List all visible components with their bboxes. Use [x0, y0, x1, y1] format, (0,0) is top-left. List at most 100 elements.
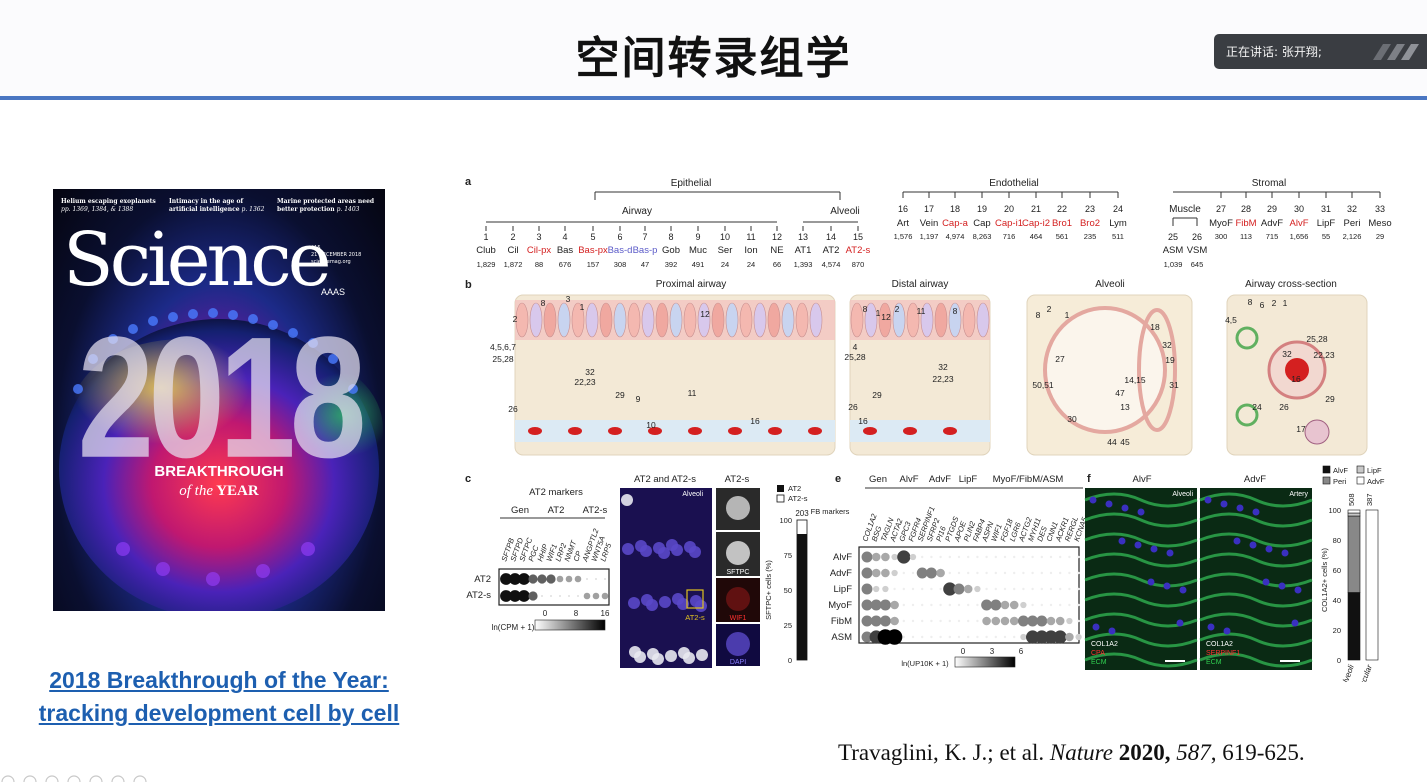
dotplot-dot — [1040, 603, 1043, 607]
epithelial-cell — [683, 302, 697, 338]
schematic-number: 27 — [1055, 354, 1065, 364]
dotplot-dot — [963, 584, 973, 594]
nucleus — [1223, 627, 1231, 635]
nucleus — [1249, 541, 1257, 549]
red-blood-cell — [808, 427, 822, 435]
dotplot-dot — [893, 587, 896, 591]
epithelial-cell — [641, 302, 655, 338]
dotplot-dot — [967, 619, 970, 623]
cell-count: 491 — [692, 260, 705, 269]
dotplot-dot — [601, 592, 609, 600]
epithelial-cell — [515, 302, 529, 338]
stained-cell — [665, 650, 677, 662]
bar-tick: 0 — [1337, 656, 1341, 665]
stain-label: COL1A2 — [1091, 641, 1118, 648]
stained-cell — [672, 593, 684, 605]
dotplot-dot — [939, 619, 942, 623]
cover-publisher: AAAS — [321, 287, 346, 297]
schematic-number: 11 — [688, 388, 697, 398]
schematic-title: Distal airway — [892, 279, 949, 290]
panel-label: c — [465, 473, 471, 485]
group-label: AdvF — [929, 474, 951, 485]
dotplot-dot — [1022, 555, 1025, 559]
stained-cell — [621, 494, 633, 506]
cell-type-label: Cil-px — [527, 245, 552, 256]
schematic-number: 29 — [615, 390, 625, 400]
cell-number: 4 — [562, 232, 567, 242]
cell-type-label: Lym — [1109, 218, 1127, 229]
schematic-number: 2 — [1272, 298, 1277, 308]
group-label: LipF — [959, 474, 978, 485]
dotplot-dot — [1040, 571, 1043, 575]
cell-type-label: Bro2 — [1080, 218, 1100, 229]
breakthrough-link[interactable]: 2018 Breakthrough of the Year: tracking … — [10, 664, 428, 730]
cell-count: 1,829 — [477, 260, 496, 269]
cell-number: 27 — [1216, 204, 1226, 214]
dotplot-dot — [1013, 571, 1016, 575]
dotplot-dot — [568, 595, 570, 597]
ecm-fiber — [1199, 532, 1313, 548]
dotplot-dot — [1031, 571, 1034, 575]
cell-count: 235 — [1084, 232, 1097, 241]
epithelial-cell — [529, 302, 543, 338]
micrograph-channel — [716, 578, 760, 622]
legend-swatch — [776, 494, 785, 503]
dotplot-dot — [982, 616, 991, 626]
bar-n: 203 — [795, 509, 809, 518]
epithelial-cell — [781, 302, 795, 338]
image-corner-label: Alveoli — [682, 491, 703, 498]
scale-label: ln(CPM + 1) — [492, 623, 535, 632]
dotplot-dot — [1035, 630, 1049, 644]
epithelial-cell — [571, 302, 585, 338]
nucleus — [1294, 586, 1302, 594]
schematic-number: 25,28 — [844, 352, 866, 362]
cell-count: 24 — [721, 260, 729, 269]
schematic-number: 17 — [1296, 424, 1306, 434]
ecm-fiber — [1084, 592, 1198, 608]
row-label: AT2-s — [466, 590, 491, 601]
dotplot-dot — [1059, 555, 1062, 559]
dotplot-dot — [890, 600, 899, 610]
dotplot-dot — [985, 555, 988, 559]
dotplot-dot — [1077, 587, 1080, 591]
nucleus — [1207, 623, 1215, 631]
dotplot-dot — [967, 571, 970, 575]
slide-header — [0, 0, 1427, 98]
dotplot-dot — [1009, 600, 1019, 610]
cell-count: 1,576 — [894, 232, 913, 241]
schematic-number: 22,23 — [932, 374, 954, 384]
dotplot-dot — [974, 585, 981, 593]
stained-cell — [635, 540, 647, 552]
row-label: ASM — [831, 632, 852, 643]
schematic-number: 50,51 — [1032, 380, 1054, 390]
schematic-number: 1 — [1283, 298, 1288, 308]
cell-number: 17 — [924, 204, 934, 214]
stained-cell — [690, 595, 702, 607]
cell-type-label: MyoF — [1209, 218, 1233, 229]
stained-cell — [696, 649, 708, 661]
cell-count: 4,574 — [822, 260, 841, 269]
citation: Travaglini, K. J.; et al. Nature 2020, 5… — [838, 740, 1305, 765]
cell-type-label: Ser — [718, 245, 733, 256]
stain-label: SERPINF1 — [1206, 650, 1240, 657]
schematic-number: 8 — [1248, 297, 1253, 307]
cell-type-label: AT2-s — [846, 245, 871, 256]
nucleus — [1281, 549, 1289, 557]
cell-type-label: Club — [476, 245, 496, 256]
dotplot-dot — [873, 585, 880, 593]
image-title: AT2 and AT2-s — [634, 474, 696, 485]
schematic-number: 6 — [1260, 300, 1265, 310]
lymphatic — [1235, 403, 1259, 427]
nucleus — [1220, 500, 1228, 508]
bar-tick: 0 — [788, 656, 792, 665]
dotplot-dot — [592, 592, 600, 600]
dotplot-dot — [1036, 615, 1048, 627]
cell-number: 30 — [1294, 204, 1304, 214]
cell-type-label: Cil — [507, 245, 518, 256]
schematic-number: 13 — [1120, 402, 1130, 412]
schematic-number: 4,5,6,7 — [490, 342, 516, 352]
dotplot-dot — [930, 555, 933, 559]
schematic-number: 14,15 — [1124, 375, 1146, 385]
speaker-indicator[interactable]: 正在讲话: 张开翔; — [1214, 34, 1427, 69]
group-label: Gen — [511, 505, 529, 516]
